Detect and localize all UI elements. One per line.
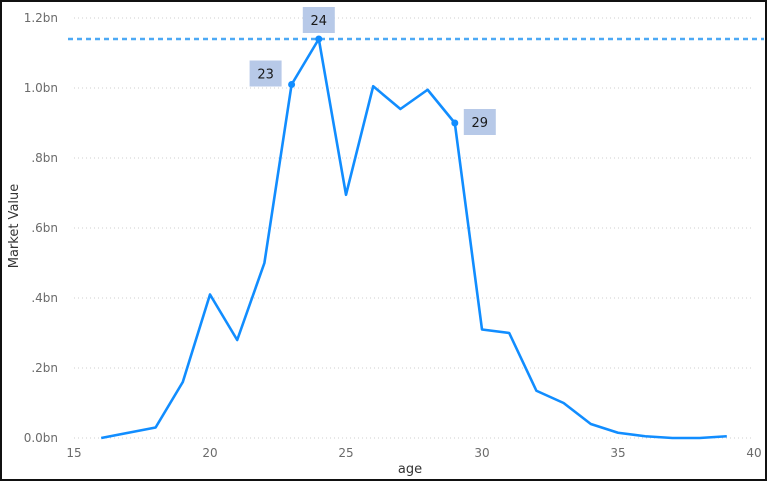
data-label-text: 29 — [472, 116, 489, 131]
y-tick-label: .4bn — [31, 291, 58, 305]
y-axis-title: Market Value — [7, 184, 22, 269]
x-tick-label: 20 — [202, 446, 217, 460]
data-label: 23 — [249, 60, 282, 87]
markers — [288, 35, 459, 127]
data-point-marker — [451, 119, 459, 127]
callouts: 23 24 29 — [249, 7, 496, 135]
x-tick-label: 25 — [338, 446, 353, 460]
y-tick-label: 1.0bn — [24, 81, 58, 95]
data-label: 24 — [302, 7, 335, 33]
series-line[interactable] — [100, 37, 727, 440]
x-axis-title: age — [398, 462, 422, 477]
x-tick-label: 30 — [474, 446, 489, 460]
x-tick-label: 35 — [610, 446, 625, 460]
x-tick-label: 40 — [746, 446, 761, 460]
data-point-marker — [288, 81, 296, 88]
data-point-marker — [315, 35, 323, 43]
data-label-box — [302, 7, 335, 33]
data-label: 29 — [463, 109, 496, 135]
data-label-text: 24 — [311, 14, 328, 29]
gridlines — [74, 17, 754, 439]
data-label-text: 23 — [257, 68, 274, 83]
y-tick-label: .6bn — [31, 221, 58, 235]
x-axis-ticks: 15 20 25 30 35 40 — [66, 446, 761, 460]
y-tick-label: .2bn — [31, 361, 58, 375]
data-label-box — [249, 60, 282, 87]
x-tick-label: 15 — [66, 446, 81, 460]
y-tick-label: .8bn — [31, 151, 58, 165]
y-axis-ticks: 0.0bn .2bn .4bn .6bn .8bn 1.0bn 1.2bn — [24, 11, 58, 445]
y-tick-label: 1.2bn — [24, 11, 58, 25]
data-label-box — [463, 109, 496, 135]
y-tick-label: 0.0bn — [24, 431, 58, 445]
